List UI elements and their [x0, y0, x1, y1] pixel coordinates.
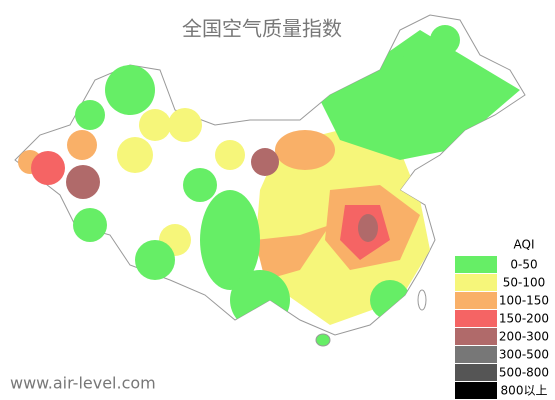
map [14, 14, 526, 347]
legend-swatch [455, 310, 497, 327]
legend-label: 500-800 [499, 366, 549, 380]
legend-label: 100-150 [499, 294, 549, 308]
legend-label: 200-300 [499, 330, 549, 344]
legend-swatch [455, 292, 497, 309]
legend-swatch [455, 256, 497, 273]
legend-swatch [455, 346, 497, 363]
legend-label: 800以上 [501, 384, 548, 398]
title: 全国空气质量指数 [182, 17, 342, 41]
legend-label: 300-500 [499, 348, 549, 362]
legend-label: 0-50 [510, 258, 537, 272]
watermark: www.air-level.com [10, 374, 156, 393]
legend-swatch [455, 274, 497, 291]
legend-swatch [455, 382, 497, 399]
legend-label: 50-100 [503, 276, 546, 290]
legend-label: 150-200 [499, 312, 549, 326]
legend: AQI 0-50 50-100 100-150 150-200 200-300 300-5… [453, 234, 555, 400]
legend-title: AQI [514, 238, 535, 252]
legend-swatch [455, 364, 497, 381]
legend-swatch [455, 328, 497, 345]
